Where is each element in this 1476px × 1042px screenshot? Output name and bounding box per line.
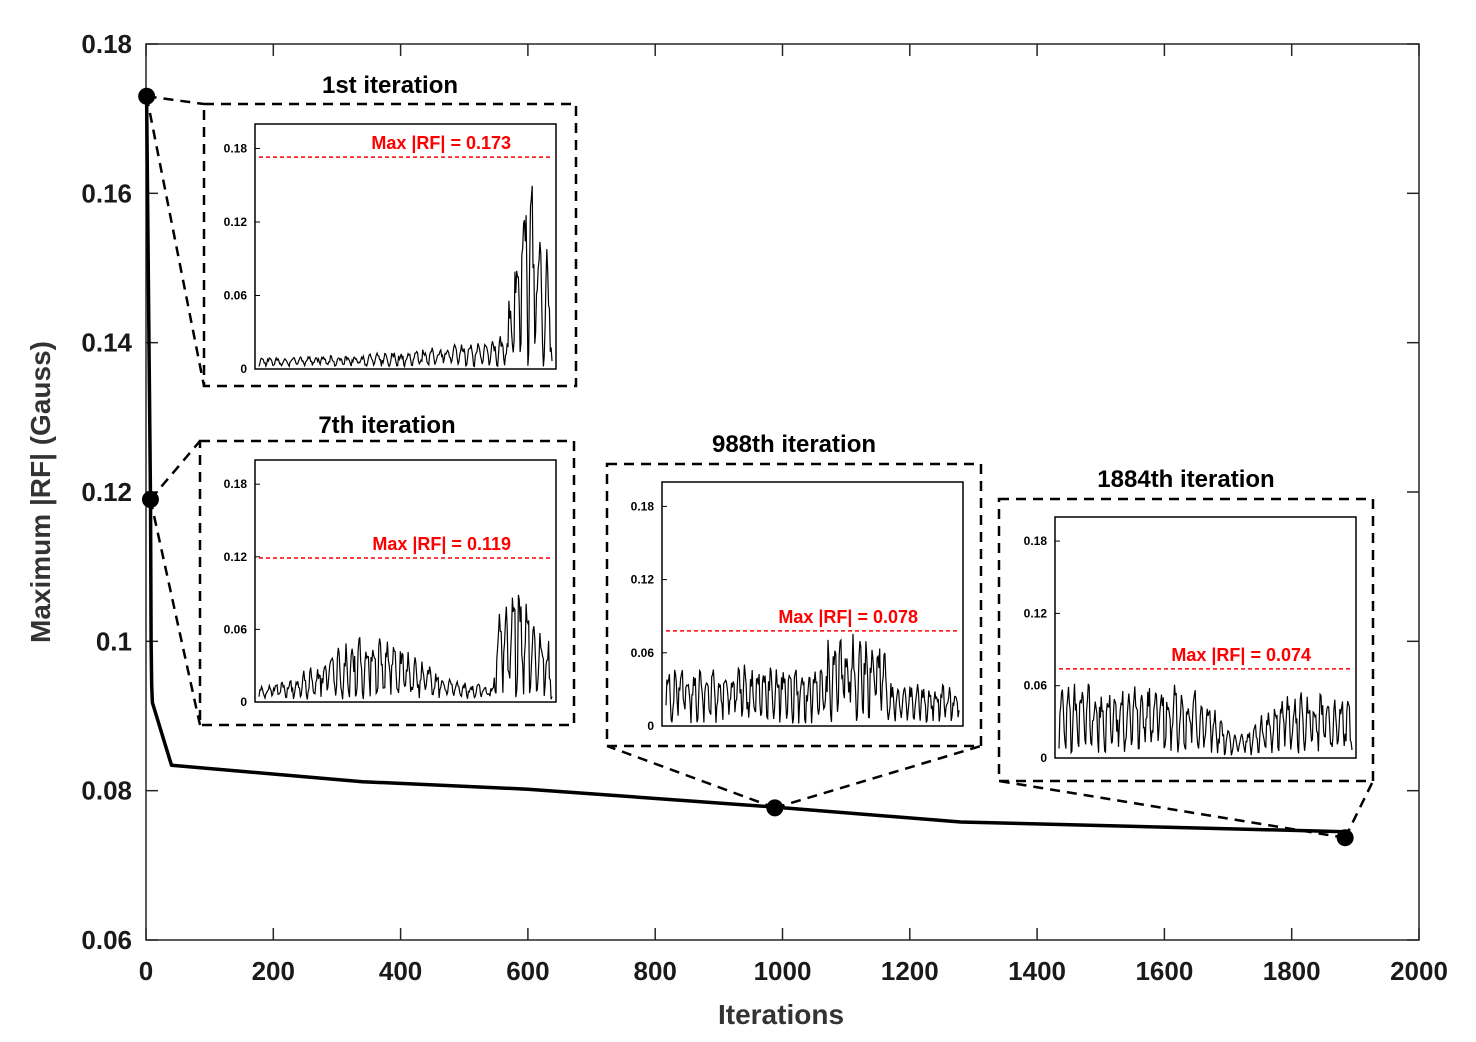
inset-tick-label: 0 (1040, 751, 1047, 765)
inset-axes-box (1054, 516, 1357, 759)
y-tick-label: 0.14 (81, 328, 132, 358)
series-line (144, 96, 1346, 834)
x-tick-label: 1600 (1135, 956, 1193, 986)
connector-line (998, 779, 1346, 839)
highlighted-points (138, 87, 1354, 847)
inset-dashed-frame (997, 497, 1375, 783)
x-tick-label: 2000 (1390, 956, 1448, 986)
inset-tick-label: 0.06 (1024, 679, 1048, 693)
inset-axes-box (254, 459, 557, 703)
insets: 1st iteration 0 0.06 0.12 0.18 Max |RF| = 0.1… (198, 72, 1375, 783)
connector-line (145, 96, 206, 387)
inset-signal (1058, 683, 1353, 756)
inset-tick-label: 0.12 (1024, 606, 1048, 620)
y-tick-label: 0.16 (81, 178, 132, 208)
inset-signal (258, 594, 553, 701)
highlight-point (766, 799, 784, 817)
inset-tick-label: 0.06 (224, 622, 248, 636)
inset-panel: 1st iteration 0 0.06 0.12 0.18 Max |RF| = 0.1… (202, 72, 578, 388)
inset-tick-label: 0.18 (224, 142, 248, 156)
inset-tick-label: 0.12 (224, 215, 248, 229)
x-tick-label: 800 (634, 956, 677, 986)
y-tick-label: 0.08 (81, 776, 132, 806)
connector-line (774, 744, 982, 810)
y-tick-label: 0.1 (96, 626, 132, 656)
y-axis-ticks: 0.06 0.08 0.1 0.12 0.14 0.16 0.18 (81, 29, 1419, 955)
connector-line (146, 95, 205, 106)
inset-title: 1884th iteration (1097, 466, 1274, 493)
x-tick-label: 200 (252, 956, 295, 986)
inset-connectors (145, 95, 1375, 839)
x-tick-label: 0 (139, 956, 153, 986)
x-axis-label: Iterations (718, 999, 844, 1030)
highlight-point (138, 87, 156, 105)
connector-line (149, 499, 202, 726)
inset-tick-label: 0.12 (631, 573, 655, 587)
inset-dashed-frame (202, 102, 578, 388)
x-tick-label: 600 (506, 956, 549, 986)
connector-line (606, 744, 776, 810)
inset-panel: 1884th iteration 0 0.06 0.12 0.18 Max |RF| = … (997, 466, 1375, 783)
inset-tick-label: 0.06 (631, 646, 655, 660)
inset-panel: 988th iteration 0 0.06 0.12 0.18 Max |RF| = 0… (605, 431, 983, 748)
inset-tick-label: 0 (647, 719, 654, 733)
y-axis-label: Maximum |RF| (Gauss) (25, 341, 56, 643)
y-tick-label: 0.18 (81, 29, 132, 59)
inset-signal (665, 633, 960, 724)
main-series (144, 96, 1346, 834)
connector-line (149, 440, 201, 501)
x-tick-label: 1400 (1008, 956, 1066, 986)
inset-title: 988th iteration (712, 431, 876, 458)
inset-tick-label: 0.18 (1024, 534, 1048, 548)
x-axis-ticks: 0 200 400 600 800 1000 1200 1400 1600 1800 2000 (139, 44, 1448, 986)
inset-tick-label: 0.12 (224, 550, 248, 564)
connector-line (1344, 780, 1375, 839)
x-tick-label: 400 (379, 956, 422, 986)
inset-title: 7th iteration (318, 412, 455, 439)
inset-max-label: Max |RF| = 0.078 (778, 607, 918, 627)
inset-axes-box (254, 123, 557, 370)
inset-tick-label: 0.06 (224, 289, 248, 303)
x-tick-label: 1000 (754, 956, 812, 986)
inset-tick-label: 0.18 (224, 477, 248, 491)
inset-dashed-frame (605, 462, 983, 748)
inset-title: 1st iteration (322, 72, 458, 99)
inset-tick-label: 0 (240, 695, 247, 709)
highlight-point (141, 490, 159, 508)
inset-tick-label: 0 (240, 362, 247, 376)
inset-max-label: Max |RF| = 0.173 (371, 133, 511, 153)
inset-panel: 7th iteration 0 0.06 0.12 0.18 Max |RF| = 0.1… (198, 412, 576, 727)
inset-max-label: Max |RF| = 0.074 (1171, 645, 1311, 665)
inset-axes-box (661, 481, 964, 727)
x-tick-label: 1200 (881, 956, 939, 986)
highlight-point (1336, 829, 1354, 847)
y-tick-label: 0.06 (81, 925, 132, 955)
y-tick-label: 0.12 (81, 477, 132, 507)
x-tick-label: 1800 (1263, 956, 1321, 986)
inset-dashed-frame (198, 439, 576, 727)
inset-max-label: Max |RF| = 0.119 (372, 534, 511, 554)
inset-tick-label: 0.18 (631, 499, 655, 513)
inset-signal (258, 185, 553, 369)
